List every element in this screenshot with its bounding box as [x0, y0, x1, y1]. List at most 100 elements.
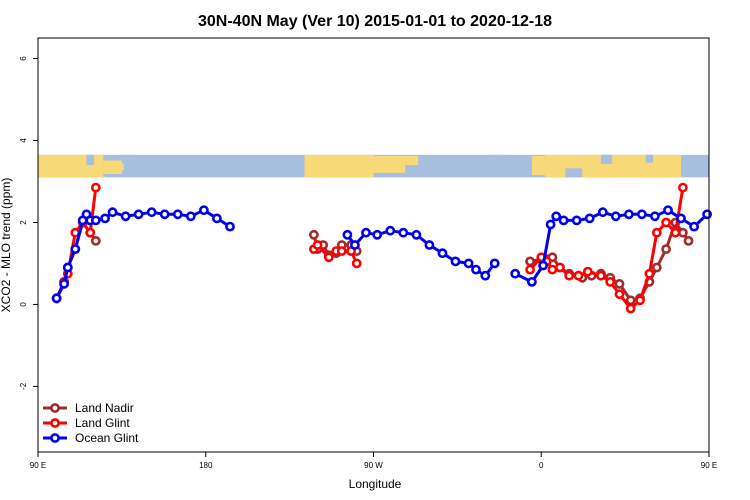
series-point: [644, 268, 655, 279]
map-land: [304, 154, 374, 178]
y-tick-label: 0: [19, 302, 28, 307]
series-point: [349, 240, 360, 250]
y-tick-label: 4: [19, 138, 28, 143]
map-land: [116, 163, 124, 171]
series-point: [372, 229, 383, 240]
map-land: [666, 163, 676, 174]
legend-marker: [50, 403, 60, 413]
series-point: [637, 209, 647, 220]
legend-label: Ocean Glint: [75, 431, 139, 445]
map-sea: [645, 154, 654, 163]
x-tick-label: 180: [199, 461, 213, 470]
x-tick-label: 0: [539, 461, 544, 470]
series-point: [527, 276, 537, 287]
series-line: [528, 187, 685, 310]
series-point: [545, 219, 556, 230]
plot-frame: [37, 37, 710, 453]
series-point: [571, 215, 582, 226]
series-point: [605, 276, 616, 287]
series-point: [635, 295, 645, 306]
series-point: [437, 248, 448, 259]
series-point: [312, 240, 323, 250]
series-point: [323, 252, 334, 263]
series-point: [398, 227, 409, 238]
series-point: [564, 270, 575, 281]
series-point: [450, 256, 461, 267]
series-point: [336, 246, 347, 256]
series-point: [678, 227, 688, 238]
map-sea: [490, 154, 508, 162]
series-point: [342, 229, 353, 240]
series-point: [146, 207, 157, 218]
series-point: [573, 270, 584, 281]
y-tick-label: 2: [19, 220, 28, 225]
series-point: [90, 182, 101, 193]
series-point: [59, 278, 69, 289]
series-point: [678, 182, 688, 193]
series-point: [120, 211, 131, 222]
series-point: [525, 256, 535, 267]
series-2: [51, 205, 712, 304]
map-sea: [565, 168, 583, 178]
series-point: [411, 229, 422, 240]
series-point: [351, 258, 362, 269]
series-point: [100, 213, 110, 224]
x-tick-label: 90 E: [701, 461, 717, 470]
series-point: [70, 244, 81, 254]
series-point: [463, 258, 474, 269]
series-point: [90, 215, 101, 226]
map-land: [641, 161, 667, 173]
series-point: [624, 209, 634, 220]
legend-label: Land Glint: [75, 416, 130, 430]
series-point: [651, 262, 662, 273]
series-point: [597, 207, 608, 218]
series-point: [614, 289, 625, 300]
series-point: [510, 268, 521, 279]
series-point: [225, 221, 235, 232]
series-0: [51, 217, 694, 306]
map-land: [615, 166, 642, 178]
y-axis: -2 0 2 4 6: [19, 56, 38, 390]
series-point: [185, 211, 196, 222]
series-point: [661, 217, 671, 228]
series-point: [489, 258, 500, 269]
series-point: [683, 235, 694, 246]
series-1: [51, 182, 688, 314]
series-point: [471, 264, 481, 275]
series-point: [582, 266, 593, 277]
series-point: [159, 209, 170, 220]
series-point: [670, 227, 681, 238]
map-land: [405, 155, 419, 165]
series-point: [51, 293, 62, 304]
series-point: [385, 225, 396, 236]
series-point: [702, 209, 712, 220]
y-tick-label: 6: [19, 56, 28, 61]
series-point: [689, 221, 699, 232]
series-point: [133, 209, 144, 220]
y-axis-label: XCO2 - MLO trend (ppm): [0, 178, 13, 313]
series-point: [610, 211, 621, 222]
series-point: [480, 270, 491, 281]
series-point: [85, 227, 96, 238]
series-point: [625, 295, 636, 306]
series-point: [555, 262, 565, 273]
series-point: [107, 207, 118, 218]
map-strip: [38, 154, 709, 178]
series-point: [661, 244, 671, 254]
series-point: [547, 264, 558, 275]
map-land: [563, 154, 579, 167]
series-point: [538, 260, 548, 271]
x-axis-label: Longitude: [349, 477, 402, 491]
series-point: [625, 303, 636, 314]
series-point: [424, 240, 435, 250]
map-land: [531, 155, 545, 176]
series-point: [361, 227, 371, 238]
legend-marker: [50, 418, 60, 428]
map-sea: [86, 154, 94, 165]
series-point: [584, 213, 595, 224]
series-point: [62, 262, 73, 273]
series-point: [211, 213, 222, 224]
map-sea: [123, 154, 134, 169]
